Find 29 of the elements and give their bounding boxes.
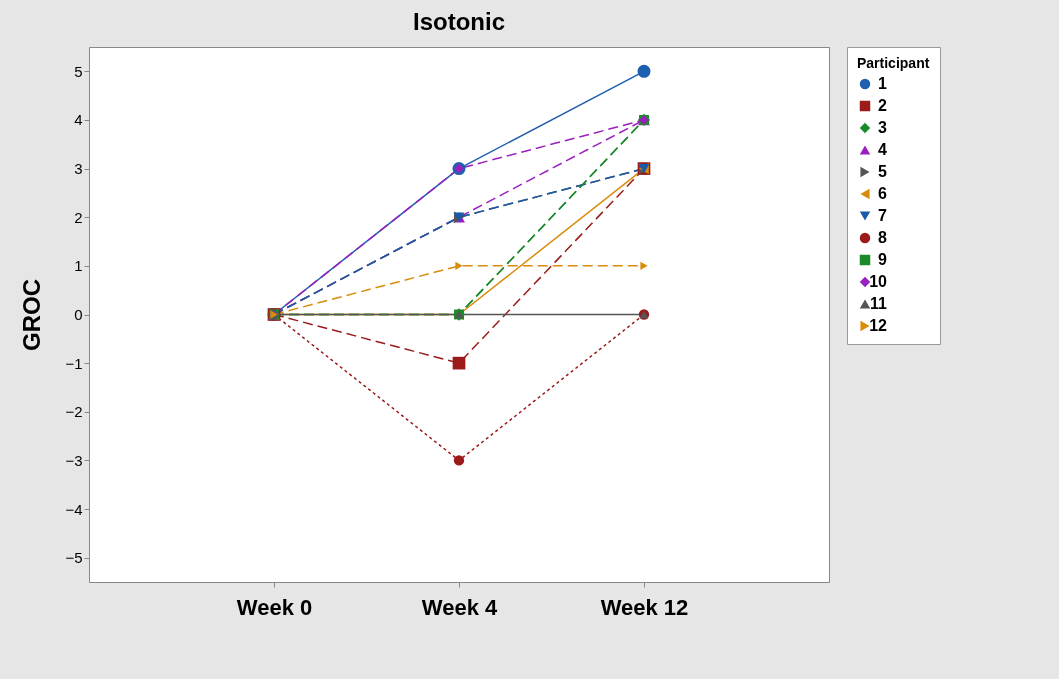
x-tick-label: Week 12: [600, 594, 689, 620]
legend-label: 4: [878, 141, 888, 158]
y-tick-label: 2: [74, 208, 83, 226]
legend-title: Participant: [857, 55, 930, 71]
legend-label: 11: [870, 295, 888, 312]
x-tick-label: Week 0: [236, 594, 313, 620]
y-tick-label: 3: [74, 160, 83, 178]
y-tick-label: −5: [65, 549, 83, 567]
y-tick-label: 5: [74, 62, 83, 80]
y-axis-title: GROC: [18, 279, 46, 351]
y-tick-label: −4: [65, 500, 83, 518]
y-tick-label: 0: [74, 306, 83, 323]
legend-label: 2: [878, 97, 888, 114]
legend-label: 7: [878, 207, 888, 224]
chart-title: Isotonic: [412, 7, 506, 35]
legend-label: 1: [878, 75, 888, 92]
legend-label: 6: [878, 185, 888, 202]
y-tick-label: 4: [74, 111, 83, 129]
y-tick-label: 1: [74, 257, 83, 275]
legend-label: 8: [878, 229, 888, 246]
legend-label: 5: [878, 163, 888, 180]
x-tick-label: Week 4: [421, 594, 498, 620]
legend-label: 9: [878, 251, 888, 268]
y-tick-label: −2: [65, 403, 83, 421]
y-tick-label: −1: [65, 354, 83, 372]
legend-label: 10: [869, 273, 888, 290]
legend-label: 12: [869, 317, 888, 334]
legend-label: 3: [878, 119, 888, 136]
y-tick-label: −3: [65, 451, 83, 469]
